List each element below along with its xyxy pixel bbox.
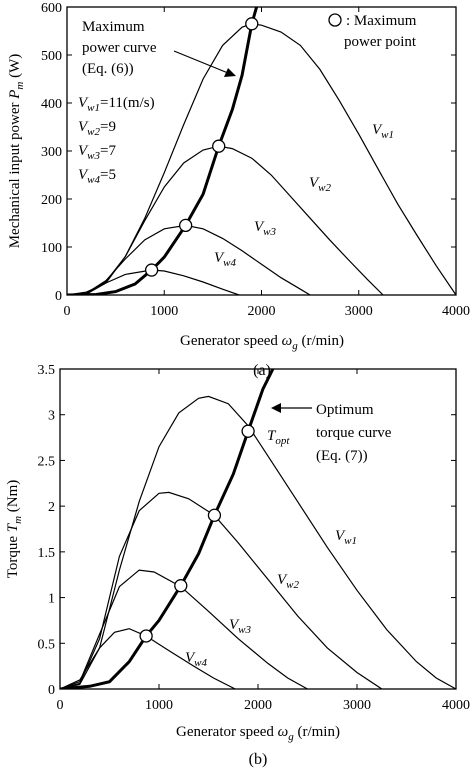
svg-text:(Eq. (6)): (Eq. (6)) — [82, 61, 134, 77]
power-x-tick-label: 3000 — [345, 304, 373, 319]
panel-b-caption: (b) — [249, 751, 268, 768]
torque-x-tick-label: 4000 — [442, 698, 470, 713]
torque-annotation-arrow — [271, 403, 312, 413]
series-label-vw4: Vw4 — [214, 250, 237, 269]
annotation-arrow — [173, 50, 236, 77]
svg-text:power curve: power curve — [82, 40, 157, 56]
torque-series-vw1 — [60, 395, 456, 689]
power-x-axis-label: Generator speed ωg (r/min) — [180, 333, 344, 352]
torque-y-tick-label: 1 — [48, 592, 55, 607]
wind-speed-vw3: Vw3=7 — [78, 143, 116, 162]
torque-series-vw3 — [60, 569, 308, 689]
torque-series-label-vw4: Vw4 — [185, 650, 208, 669]
power-x-tick-label: 2000 — [248, 304, 276, 319]
power-axis-ticks: 0 1000 2000 3000 4000 0 100 200 300 400 500 600 — [41, 1, 470, 319]
max-power-point-legend: : Maximum power point — [328, 13, 417, 50]
wind-speed-vw4: Vw4=5 — [78, 167, 116, 186]
svg-text:(Eq. (7)): (Eq. (7)) — [316, 448, 368, 464]
power-y-tick-label: 600 — [41, 1, 62, 16]
torque-y-tick-label: 2.5 — [38, 454, 56, 469]
series-label-vw3: Vw3 — [254, 219, 277, 238]
svg-text:Maximum: Maximum — [82, 19, 145, 35]
optimum-torque-curve-label: Optimum torque curve (Eq. (7)) — [316, 402, 392, 464]
power-curves-group — [67, 7, 456, 295]
torque-series-vw4 — [60, 628, 236, 689]
svg-text:power point: power point — [344, 34, 417, 50]
panel-a-caption: (a) — [253, 362, 271, 379]
torque-y-tick-label: 3 — [48, 409, 55, 424]
svg-text:torque curve: torque curve — [316, 425, 392, 441]
torque-x-axis-label: Generator speed ωg (r/min) — [176, 724, 340, 743]
torque-series-label-vw1: Vw1 — [335, 528, 357, 547]
torque-y-tick-label: 1.5 — [38, 546, 56, 561]
wind-speed-vw1: Vw1=11(m/s) — [78, 95, 155, 114]
torque-series-label-vw2: Vw2 — [277, 572, 300, 591]
torque-operating-point-marker — [139, 629, 153, 643]
torque-axis-ticks: 0 1000 2000 3000 4000 0 0.5 1 1.5 2 2.5 3 3.5 — [38, 363, 471, 713]
torque-curves-group — [60, 369, 456, 689]
power-y-tick-label: 500 — [41, 49, 62, 64]
power-operating-point-marker — [144, 263, 159, 277]
power-operating-point-marker — [245, 17, 259, 31]
power-series-vw3 — [67, 224, 311, 295]
power-y-axis-label: Mechanical input power Pm (W) — [7, 54, 26, 249]
power-series-labels: Vw1 Vw2 Vw3 Vw4 — [214, 122, 394, 269]
torque-x-tick-label: 1000 — [145, 698, 173, 713]
power-y-tick-label: 300 — [41, 145, 62, 160]
torque-x-tick-label: 2000 — [244, 698, 272, 713]
wind-speed-list: Vw1=11(m/s) Vw2=9 Vw3=7 Vw4=5 — [78, 95, 155, 186]
torque-series-vw2 — [60, 491, 383, 689]
power-y-tick-label: 0 — [55, 289, 62, 304]
torque-series-labels: Vw1 Vw2 Vw3 Vw4 — [185, 528, 357, 669]
power-x-tick-label: 4000 — [442, 304, 470, 319]
torque-chart-panel: 0 1000 2000 3000 4000 0 0.5 1 1.5 2 2.5 3 3.5 Genera… — [5, 363, 470, 743]
power-y-tick-label: 400 — [41, 97, 62, 112]
power-x-tick-label: 1000 — [150, 304, 178, 319]
torque-x-tick-label: 0 — [57, 698, 64, 713]
series-label-vw2: Vw2 — [309, 175, 332, 194]
torque-y-tick-label: 0 — [48, 683, 55, 698]
torque-operating-point-marker — [241, 424, 255, 438]
legend-marker-icon — [328, 13, 342, 27]
torque-plot-frame — [59, 368, 457, 690]
torque-operating-point-marker — [174, 579, 188, 593]
torque-operating-point-marker — [207, 508, 222, 522]
power-y-tick-label: 200 — [41, 193, 62, 208]
power-operating-point-marker — [212, 139, 226, 153]
torque-series-label-vw3: Vw3 — [229, 617, 252, 636]
torque-y-tick-label: 0.5 — [38, 637, 56, 652]
power-y-tick-label: 100 — [41, 241, 62, 256]
power-x-tick-label: 0 — [64, 304, 71, 319]
max-power-curve-label: Maximum power curve (Eq. (6)) — [82, 19, 157, 77]
wind-speed-vw2: Vw2=9 — [78, 119, 116, 138]
power-chart-panel: 0 1000 2000 3000 4000 0 100 200 300 400 500 600 Gen… — [7, 1, 470, 352]
t-opt-label: Topt — [267, 428, 290, 447]
torque-y-axis-label: Torque Tm (Nm) — [5, 480, 24, 579]
power-plot-frame — [66, 6, 457, 296]
power-series-vw2 — [67, 145, 384, 295]
series-label-vw1: Vw1 — [372, 122, 394, 141]
torque-x-tick-label: 3000 — [343, 698, 371, 713]
torque-y-tick-label: 2 — [48, 500, 55, 515]
svg-text:Optimum: Optimum — [316, 402, 374, 418]
svg-text:: Maximum: : Maximum — [346, 13, 417, 29]
power-operating-point-marker — [178, 218, 193, 233]
torque-y-tick-label: 3.5 — [38, 363, 56, 378]
